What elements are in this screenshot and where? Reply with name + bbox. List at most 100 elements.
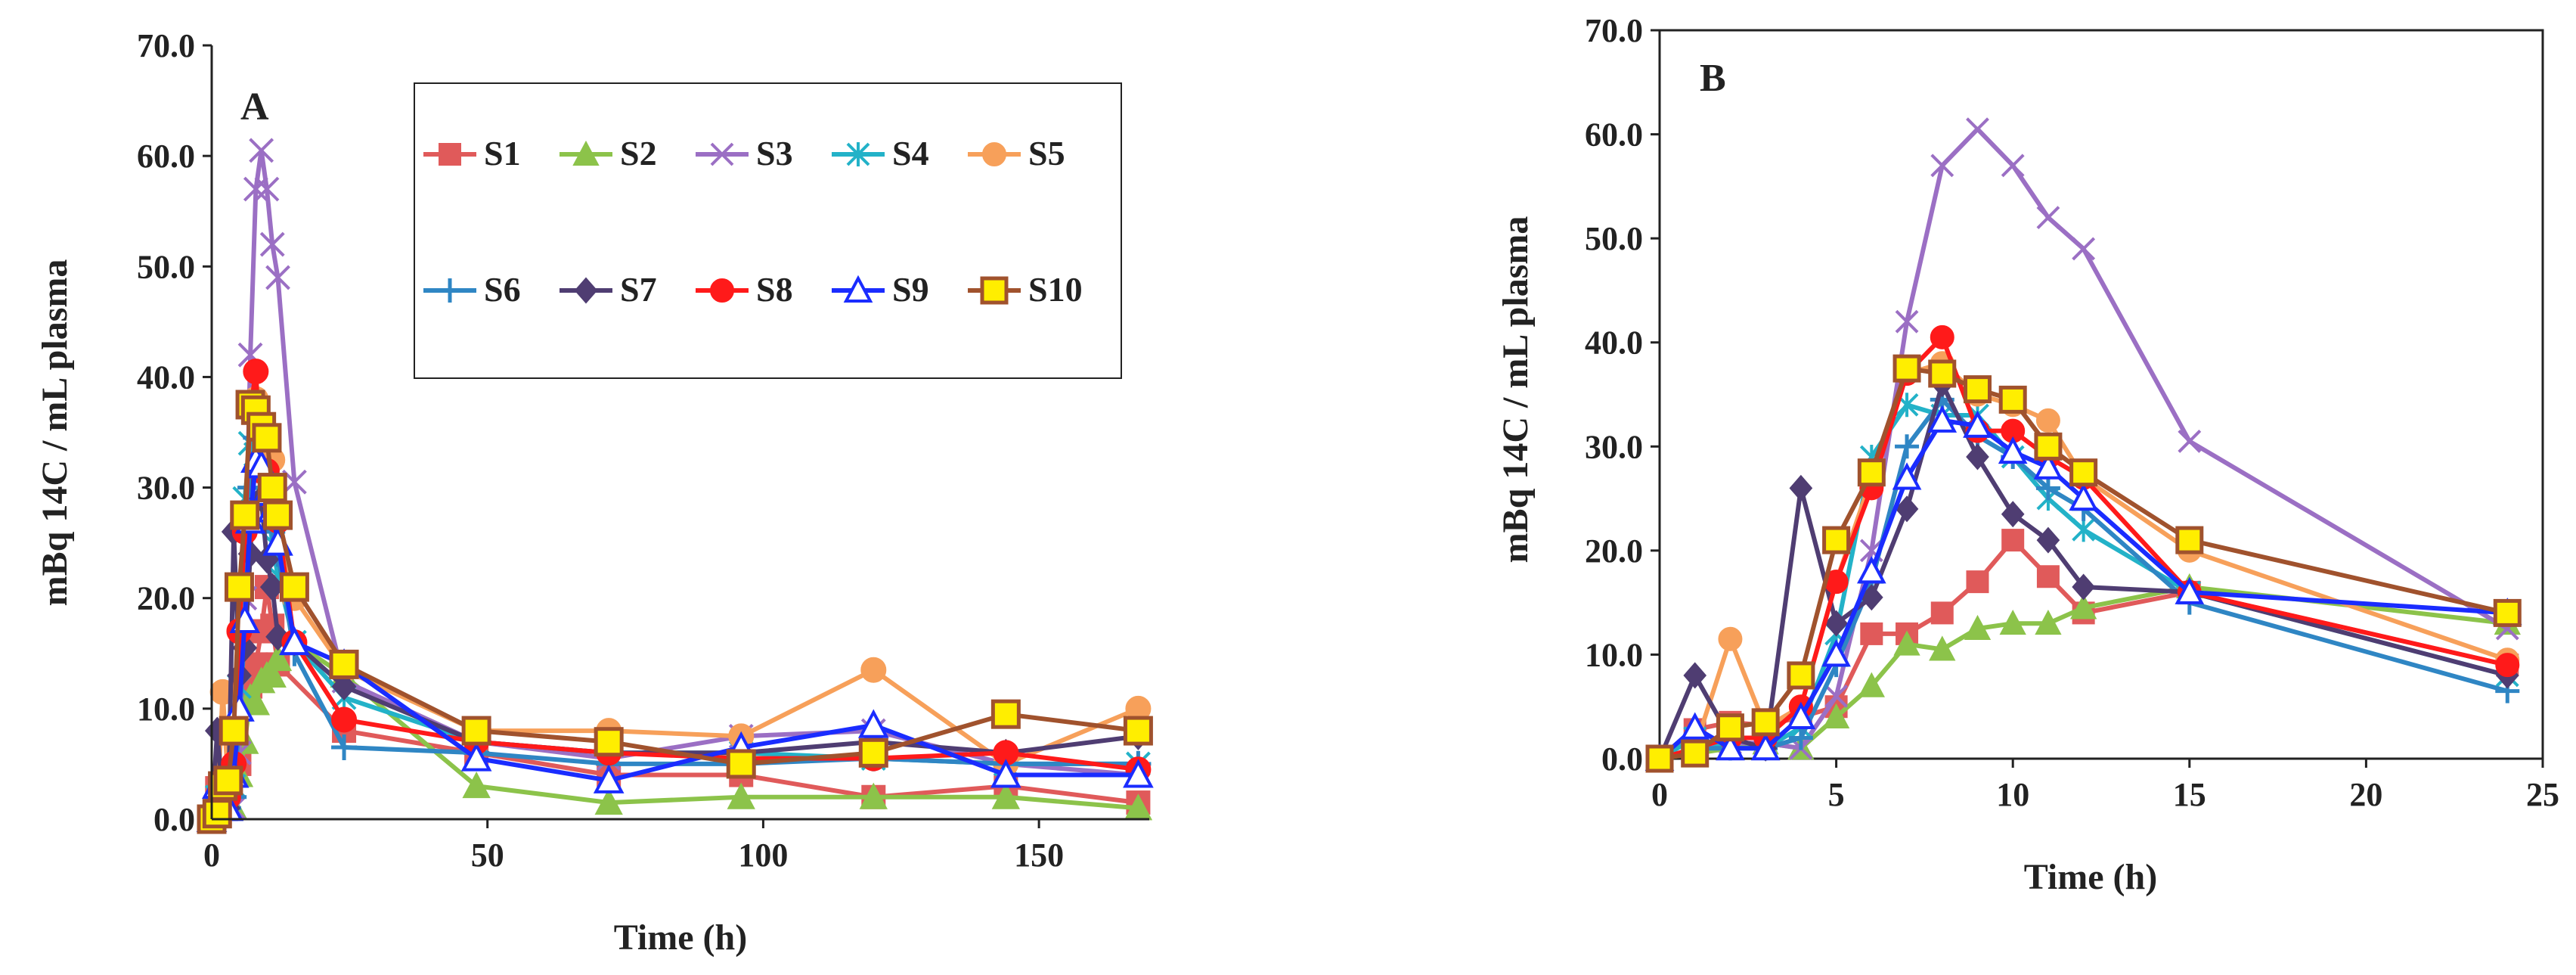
panel-b-point-s1 [1966,570,1989,594]
panel-a-point-s2 [258,660,287,688]
legend-item-s5: S5 [968,134,1065,172]
panel-a-point-s2 [727,782,755,809]
panel-a-letter: A [240,85,269,129]
panel-b-line-s10 [1659,366,2508,761]
legend-swatch-marker [982,142,1006,166]
panel-b-point-s2 [1999,610,2026,635]
panel-b-x-tick-label: 5 [1828,776,1845,813]
panel-a-y-tick-label: 40.0 [137,359,195,396]
panel-b-point-s10 [2034,432,2063,461]
panel-b-point-s3 [1895,309,1919,334]
panel-a-point-s9 [990,759,1021,788]
panel-b-x-axis-label: Time (h) [2024,857,2157,897]
panel-b-frame [1658,29,2544,760]
panel-a-point-s3 [259,231,285,257]
panel-a-point-s10 [990,699,1021,729]
panel-a-point-s10 [329,649,359,679]
panel-a-point-s9 [1123,759,1154,788]
panel-b-line-s1 [1658,538,2508,761]
panel-b-point-s2 [1929,635,1956,661]
panel-b-y-axis-label: mBq 14C / mL plasma [1496,216,1536,564]
panel-b-point-s10 [2175,526,2204,554]
panel-b-point-s3 [1966,117,1989,141]
legend-swatch-marker [980,276,1009,305]
panel-a-axes: 0.0 10.0 20.0 30.0 40.0 50.0 60.0 70.0 0 50 100 150 [137,27,1064,874]
panel-a-chart: 0.0 10.0 20.0 30.0 40.0 50.0 60.0 70.0 0 50 100 150… [35,27,1154,958]
panel-a-point-s10 [858,737,888,768]
legend-item-s4: S4 [832,134,929,172]
legend-label: S6 [484,270,521,309]
panel-b-x-tick-label: 15 [2173,776,2206,813]
panel-b-point-s2 [1858,672,1885,697]
legend-label: S10 [1028,270,1083,309]
panel-b-point-s9 [1680,712,1710,740]
legend-item-s7: S7 [560,270,657,309]
panel-b-point-s7 [2036,526,2060,554]
panel-b-line-s5 [1659,361,2509,761]
panel-a-y-tick-label: 60.0 [137,138,195,175]
panel-a-point-s2 [594,787,623,815]
panel-b-point-s10 [2069,458,2098,487]
panel-b-y-tick-label: 20.0 [1585,533,1643,570]
panel-a-point-s2 [462,772,491,799]
panel-a-point-s2 [263,644,293,672]
panel-a-point-s8 [243,359,269,385]
legend-swatch-marker [846,142,870,166]
panel-b-point-s3 [2001,154,2025,178]
panel-b-point-s1 [1930,601,1954,625]
panel-a-point-s10 [230,500,260,530]
legend-swatch-marker [843,275,873,303]
panel-b-point-s2 [1822,703,1850,728]
legend-label: S8 [756,270,793,309]
legend-swatch-marker [710,142,734,166]
panel-a-x-tick-label: 0 [203,837,220,874]
panel-b-point-s9 [1998,436,2028,464]
panel-a-point-s9 [460,742,492,772]
legend-item-s2: S2 [560,134,657,172]
panel-b-point-s5 [1718,626,1743,651]
panel-b-series-s10 [1645,354,2522,773]
panel-b-point-s10 [1716,713,1744,742]
panel-b-point-s10 [1681,739,1710,768]
panel-a-point-s10 [202,799,232,829]
panel-b-point-s7 [2072,573,2095,601]
panel-b-point-s10 [1998,385,2027,414]
panel-b-point-s9 [2069,483,2098,511]
legend-label: S9 [892,270,929,309]
panel-a-point-s10 [213,765,243,796]
panel-b-line-s3 [1659,126,2509,761]
panel-b-point-s9 [2175,576,2205,604]
panel-b-y-tick-label: 50.0 [1585,220,1643,257]
panel-b-point-s2 [2035,610,2062,635]
legend-label: S1 [484,134,521,172]
panel-b-series-s9 [1644,405,2522,771]
panel-a-x-tick-label: 150 [1014,837,1064,874]
panel-a-point-s9 [279,626,310,656]
panel-b-point-s7 [2001,501,2025,528]
panel-b-point-s3 [2036,206,2060,230]
panel-b-point-s1 [2001,529,2025,552]
panel-b-point-s8 [1930,324,1954,349]
panel-b-y-tick-label: 70.0 [1585,12,1643,49]
panel-b-point-s2 [1893,630,1920,656]
legend-swatch-marker [572,140,600,166]
panel-a-point-s10 [279,572,309,602]
panel-a-point-s9 [857,709,889,738]
legend-swatch-marker [574,277,598,304]
panel-a-point-s2 [241,688,271,716]
panel-a-point-s3 [243,176,268,202]
panel-b-point-s9 [1786,701,1816,729]
legend-item-s1: S1 [423,134,521,172]
panel-a-y-tick-label: 0.0 [153,801,195,838]
panel-a-point-s3 [254,176,280,202]
legend-swatch-marker [438,278,462,303]
panel-b-line-s7 [1657,381,2509,760]
panel-b-chart: 0.0 10.0 20.0 30.0 40.0 50.0 60.0 70.0 0 5 10 15 20 2… [1496,12,2559,897]
panel-a-y-tick-label: 20.0 [137,580,195,617]
panel-b-point-s9 [2033,452,2063,480]
panel-b-y-tick-label: 40.0 [1585,324,1643,362]
panel-b-point-s10 [1822,526,1851,554]
panel-b-point-s10 [1963,375,1992,404]
panel-b-point-s10 [1751,708,1780,737]
